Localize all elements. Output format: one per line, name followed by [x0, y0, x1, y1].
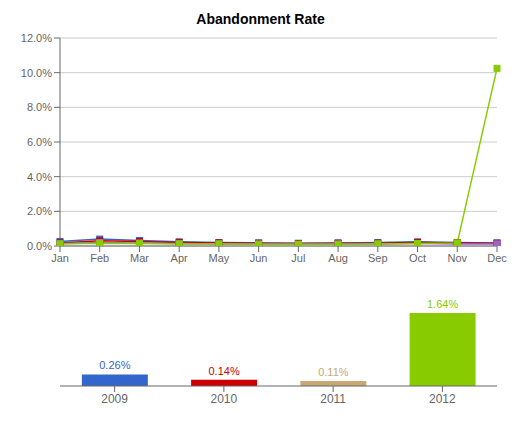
svg-text:2.0%: 2.0%	[27, 205, 52, 217]
svg-text:6.0%: 6.0%	[27, 136, 52, 148]
svg-text:Jan: Jan	[51, 252, 69, 264]
svg-text:Oct: Oct	[409, 252, 426, 264]
svg-text:8.0%: 8.0%	[27, 101, 52, 113]
svg-text:Aug: Aug	[328, 252, 348, 264]
svg-text:Mar: Mar	[130, 252, 149, 264]
html-text:Abandonment Rate: Abandonment Rate	[196, 11, 325, 27]
svg-text:0.14%: 0.14%	[208, 365, 239, 377]
svg-text:2012: 2012	[429, 392, 456, 406]
svg-text:0.0%: 0.0%	[27, 240, 52, 252]
svg-text:Dec: Dec	[487, 252, 507, 264]
svg-text:1.64%: 1.64%	[427, 298, 458, 310]
svg-text:0.11%: 0.11%	[318, 366, 349, 378]
svg-text:2010: 2010	[211, 392, 238, 406]
svg-text:May: May	[209, 252, 230, 264]
svg-text:Jul: Jul	[291, 252, 305, 264]
svg-text:12.0%: 12.0%	[21, 32, 52, 44]
svg-text:Feb: Feb	[90, 252, 109, 264]
svg-text:2011: 2011	[320, 392, 346, 406]
svg-text:Jun: Jun	[250, 252, 268, 264]
svg-text:2009: 2009	[101, 392, 128, 406]
svg-text:4.0%: 4.0%	[27, 171, 52, 183]
svg-text:Sep: Sep	[368, 252, 388, 264]
svg-text:Apr: Apr	[171, 252, 188, 264]
svg-text:0.26%: 0.26%	[99, 359, 130, 371]
svg-text:10.0%: 10.0%	[21, 67, 52, 79]
svg-text:Nov: Nov	[447, 252, 467, 264]
